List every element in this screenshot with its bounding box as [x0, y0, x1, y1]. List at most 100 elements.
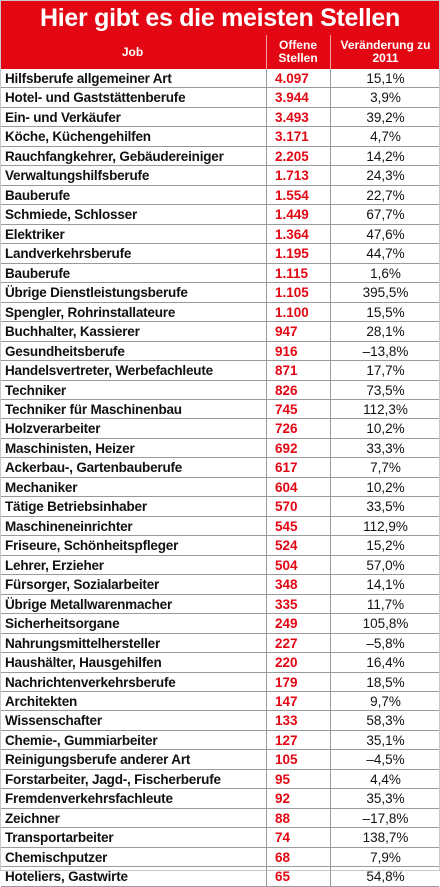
- row-change-cell: 16,4%: [330, 653, 440, 673]
- table-row: Techniker 826 73,5%: [1, 380, 440, 400]
- row-job-cell: Hotel- und Gaststättenberufe: [5, 90, 186, 106]
- row-open-positions-cell: 545: [266, 516, 329, 536]
- row-change-cell: 10,2%: [330, 419, 440, 439]
- row-change-cell: 35,3%: [330, 789, 440, 809]
- row-open-positions-cell: 1.115: [266, 263, 329, 283]
- table-row: Rauchfangkehrer, Gebäudereiniger 2.205 14,…: [1, 146, 439, 167]
- row-job-cell: Techniker: [5, 382, 66, 398]
- row-open-positions-cell: 95: [266, 769, 329, 789]
- row-open-positions-cell: 745: [266, 399, 329, 419]
- row-job-cell: Tätige Betriebsinhaber: [5, 499, 147, 515]
- table-row: Übrige Dienstleistungsberufe 1.105 395,5%: [1, 283, 440, 303]
- row-open-positions-cell: 692: [266, 438, 329, 458]
- table-row: Friseure, Schönheitspfleger 524 15,2%: [1, 536, 440, 556]
- row-open-positions-cell: 524: [266, 536, 329, 556]
- row-open-positions-cell: 3.944: [266, 88, 329, 108]
- table-row: Haushälter, Hausgehilfen 220 16,4%: [1, 653, 440, 673]
- table-row: Übrige Metallwarenmacher 335 11,7%: [1, 594, 440, 615]
- row-open-positions-cell: 68: [266, 847, 329, 867]
- table-row: Köche, Küchengehilfen 3.171 4,7%: [1, 127, 440, 147]
- row-job-cell: Chemie-, Gummiarbeiter: [5, 732, 158, 748]
- column-header-change: Veränderung zu 2011: [330, 35, 440, 69]
- row-job-cell: Fremdenverkehrsfachleute: [5, 791, 173, 807]
- table-body: Hilfsberufe allgemeiner Art 4.097 15,1% Hot…: [1, 69, 439, 887]
- table-row: Nahrungsmittelhersteller 227 –5,8%: [1, 633, 439, 654]
- row-job-cell: Wissenschafter: [5, 713, 102, 729]
- row-open-positions-cell: 348: [266, 575, 329, 595]
- table-row: Maschineneinrichter 545 112,9%: [1, 516, 440, 537]
- page-title: Hier gibt es die meisten Stellen: [1, 1, 439, 35]
- table-row: Architekten 147 9,7%: [1, 692, 439, 712]
- row-change-cell: 1,6%: [330, 263, 440, 283]
- table-row: Wissenschafter 133 58,3%: [1, 711, 440, 731]
- row-open-positions-cell: 220: [266, 653, 329, 673]
- row-change-cell: 35,1%: [330, 730, 440, 750]
- row-job-cell: Friseure, Schönheitspfleger: [5, 538, 179, 554]
- row-open-positions-cell: 604: [266, 477, 329, 497]
- table-header: Job Offene Stellen Veränderung zu 2011: [1, 35, 439, 69]
- row-job-cell: Ein- und Verkäufer: [5, 109, 121, 125]
- row-open-positions-cell: 726: [266, 419, 329, 439]
- row-job-cell: Spengler, Rohrinstallateure: [5, 304, 176, 320]
- row-open-positions-cell: 105: [266, 750, 329, 770]
- row-open-positions-cell: 65: [266, 867, 329, 887]
- row-job-cell: Buchhalter, Kassierer: [5, 324, 140, 340]
- row-change-cell: 395,5%: [330, 283, 440, 303]
- row-job-cell: Transportarbeiter: [5, 830, 114, 846]
- row-change-cell: 67,7%: [330, 205, 440, 225]
- row-open-positions-cell: 179: [266, 672, 329, 692]
- row-job-cell: Übrige Dienstleistungsberufe: [5, 285, 188, 301]
- row-open-positions-cell: 1.195: [266, 244, 329, 264]
- row-open-positions-cell: 504: [266, 555, 329, 575]
- row-open-positions-cell: 4.097: [266, 69, 329, 88]
- table-row: Ein- und Verkäufer 3.493 39,2%: [1, 107, 439, 128]
- table-row: Bauberufe 1.554 22,7%: [1, 185, 439, 206]
- row-job-cell: Ackerbau-, Gartenbauberufe: [5, 460, 183, 476]
- row-job-cell: Forstarbeiter, Jagd-, Fischerberufe: [5, 771, 221, 787]
- row-change-cell: 58,3%: [330, 711, 440, 731]
- row-change-cell: 33,5%: [330, 497, 440, 517]
- row-job-cell: Landverkehrsberufe: [5, 246, 132, 262]
- table-row: Tätige Betriebsinhaber 570 33,5%: [1, 497, 440, 517]
- row-open-positions-cell: 88: [266, 808, 329, 828]
- table-row: Sicherheitsorgane 249 105,8%: [1, 614, 439, 634]
- row-open-positions-cell: 1.713: [266, 166, 329, 186]
- table-row: Schmiede, Schlosser 1.449 67,7%: [1, 205, 440, 225]
- row-job-cell: Bauberufe: [5, 187, 70, 203]
- row-change-cell: 4,7%: [330, 127, 440, 147]
- row-open-positions-cell: 916: [266, 341, 329, 361]
- row-job-cell: Maschinisten, Heizer: [5, 440, 135, 456]
- row-job-cell: Schmiede, Schlosser: [5, 207, 138, 223]
- row-change-cell: –13,8%: [330, 341, 440, 361]
- row-change-cell: 28,1%: [330, 322, 440, 342]
- row-open-positions-cell: 3.493: [266, 107, 329, 127]
- row-job-cell: Nahrungsmittelhersteller: [5, 635, 160, 651]
- row-change-cell: 18,5%: [330, 672, 440, 692]
- row-job-cell: Zeichner: [5, 810, 60, 826]
- row-change-cell: 11,7%: [330, 594, 440, 614]
- table-row: Reinigungsberufe anderer Art 105 –4,5%: [1, 750, 439, 770]
- table-row: Fremdenverkehrsfachleute 92 35,3%: [1, 789, 440, 809]
- row-open-positions-cell: 1.364: [266, 224, 329, 244]
- row-change-cell: 15,2%: [330, 536, 440, 556]
- table-row: Hoteliers, Gastwirte 65 54,8%: [1, 867, 439, 887]
- row-change-cell: 44,7%: [330, 244, 440, 264]
- row-job-cell: Übrige Metallwarenmacher: [5, 596, 173, 612]
- row-change-cell: 17,7%: [330, 361, 440, 381]
- row-change-cell: 7,9%: [330, 847, 440, 867]
- row-change-cell: 15,5%: [330, 302, 440, 322]
- row-open-positions-cell: 335: [266, 594, 329, 614]
- row-change-cell: 4,4%: [330, 769, 440, 789]
- table-row: Zeichner 88 –17,8%: [1, 808, 439, 829]
- row-change-cell: 33,3%: [330, 438, 440, 458]
- row-open-positions-cell: 947: [266, 322, 329, 342]
- row-change-cell: 73,5%: [330, 380, 440, 400]
- row-change-cell: 15,1%: [330, 69, 440, 88]
- table-row: Chemischputzer 68 7,9%: [1, 847, 440, 868]
- row-change-cell: 47,6%: [330, 224, 440, 244]
- row-open-positions-cell: 2.205: [266, 146, 329, 166]
- row-change-cell: 14,1%: [330, 575, 440, 595]
- row-open-positions-cell: 127: [266, 730, 329, 750]
- row-change-cell: 112,9%: [330, 516, 440, 536]
- row-job-cell: Gesundheitsberufe: [5, 343, 125, 359]
